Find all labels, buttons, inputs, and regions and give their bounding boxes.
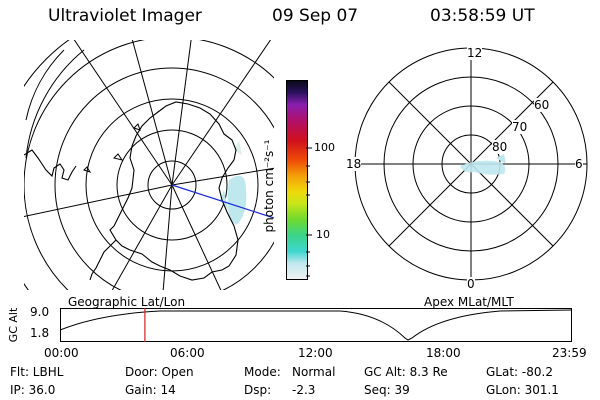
lat-circle (54, 67, 274, 290)
mlt-label-0: 0 (467, 277, 475, 291)
timeline-xtick-0000: 00:00 (44, 346, 79, 360)
glat-label: GLat: -80.2 (486, 365, 553, 379)
meridian (171, 40, 192, 186)
antarctic-peninsula (89, 239, 117, 281)
seq-label: Seq: 39 (364, 383, 410, 397)
meridian (162, 184, 173, 290)
geographic-map (24, 40, 274, 290)
mode-label: Mode: (244, 365, 281, 379)
mlat-label-60: 60 (534, 98, 550, 112)
dsp-value: -2.3 (292, 383, 316, 397)
south-america-coastline (24, 149, 77, 181)
colorbar-tick-10: 10 (316, 228, 330, 241)
satellite-line (171, 184, 274, 219)
orbit-arc (25, 49, 85, 159)
timeline-xtick-1800: 18:00 (426, 346, 461, 360)
gain-label: Gain: 14 (125, 383, 176, 397)
meridian (171, 184, 222, 290)
flight-label: Flt: LBHL (10, 365, 64, 379)
uv-emission (220, 140, 247, 225)
dsp-label: Dsp: (244, 383, 272, 397)
timeline-ylabel: GC Alt (7, 307, 20, 343)
timeline-ytick-high: 9.0 (30, 305, 50, 319)
meridian (171, 167, 274, 186)
colorbar-unit-label: photon cm⁻²s⁻¹ (262, 139, 276, 233)
antarctica-coastline (109, 101, 239, 281)
glon-label: GLon: 301.1 (486, 383, 559, 397)
mlat-label-70: 70 (512, 120, 528, 134)
lat-circle (147, 160, 197, 210)
mlt-label-12: 12 (467, 46, 483, 60)
mlt-label-6: 6 (575, 157, 583, 171)
colorbar (286, 80, 308, 280)
mode-value: Normal (292, 365, 336, 379)
timeline-xtick-0600: 06:00 (170, 346, 205, 360)
mlt-label-18: 18 (346, 157, 362, 171)
meridian (73, 40, 173, 186)
islands (83, 123, 141, 173)
magnetic-map-label: Apex MLat/MLT (424, 295, 514, 309)
colorbar-ticks (306, 147, 312, 277)
instrument-title: Ultraviolet Imager (48, 6, 202, 26)
meridian (171, 40, 272, 186)
timeline-xtick-1200: 12:00 (298, 346, 333, 360)
meridian (111, 184, 173, 290)
orbit-arc (25, 49, 65, 121)
timeline-ytick-low: 1.8 (30, 326, 50, 340)
timeline-frame (60, 308, 572, 342)
altitude-curve (60, 309, 572, 341)
uv-emission (460, 160, 506, 175)
meridian (24, 184, 173, 218)
time-label: 03:58:59 UT (430, 6, 535, 26)
magnetic-map (354, 47, 588, 281)
mlat-label-80: 80 (492, 140, 508, 154)
date-label: 09 Sep 07 (272, 6, 359, 26)
ip-label: IP: 36.0 (10, 383, 56, 397)
colorbar-tick-100: 100 (314, 141, 335, 154)
gc-alt-label: GC Alt: 8.3 Re (364, 365, 448, 379)
timeline-xtick-2359: 23:59 (552, 346, 587, 360)
timeline-plot (60, 308, 572, 342)
meridian (131, 40, 173, 186)
lat-circle (116, 129, 228, 241)
door-label: Door: Open (125, 365, 194, 379)
geographic-map-label: Geographic Lat/Lon (68, 295, 186, 309)
